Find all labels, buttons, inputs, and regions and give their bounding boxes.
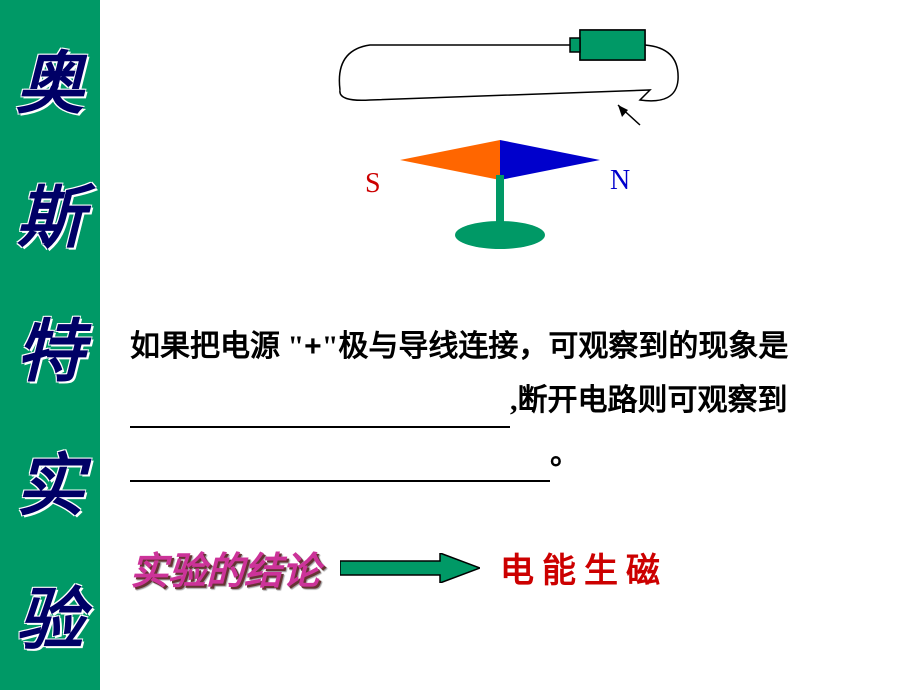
compass-s-label: S	[365, 168, 381, 200]
question-part1: 如果把电源 "	[130, 330, 304, 363]
oersted-diagram: S N	[300, 20, 700, 260]
sidebar-char: 验	[16, 564, 84, 663]
plus-sign: +	[304, 330, 322, 363]
question-part2: "极与导线连接，可观察到的现象是	[322, 330, 789, 363]
sidebar-title: 奥 斯 特 实 验	[0, 0, 100, 690]
conclusion-row: 实验的结论 电能生磁	[130, 540, 910, 595]
question-part4: 。	[550, 438, 580, 471]
compass-n-label: N	[610, 165, 630, 197]
sidebar-char: 实	[16, 430, 84, 529]
blank-2	[130, 454, 550, 482]
sidebar-char: 奥	[16, 28, 84, 127]
arrow-icon	[340, 553, 480, 583]
sidebar-char: 特	[16, 296, 84, 395]
sidebar-char: 斯	[16, 162, 84, 261]
question-text: 如果把电源 "+"极与导线连接，可观察到的现象是 ,断开电路则可观察到。	[130, 320, 910, 482]
main-content: S N 如果把电源 "+"极与导线连接，可观察到的现象是,断开电路则可观察到。 …	[100, 0, 920, 690]
blank-1	[130, 400, 510, 428]
conclusion-text: 电能生磁	[500, 543, 668, 592]
question-part3: ,断开电路则可观察到	[510, 384, 788, 417]
conclusion-label: 实验的结论	[130, 540, 320, 595]
